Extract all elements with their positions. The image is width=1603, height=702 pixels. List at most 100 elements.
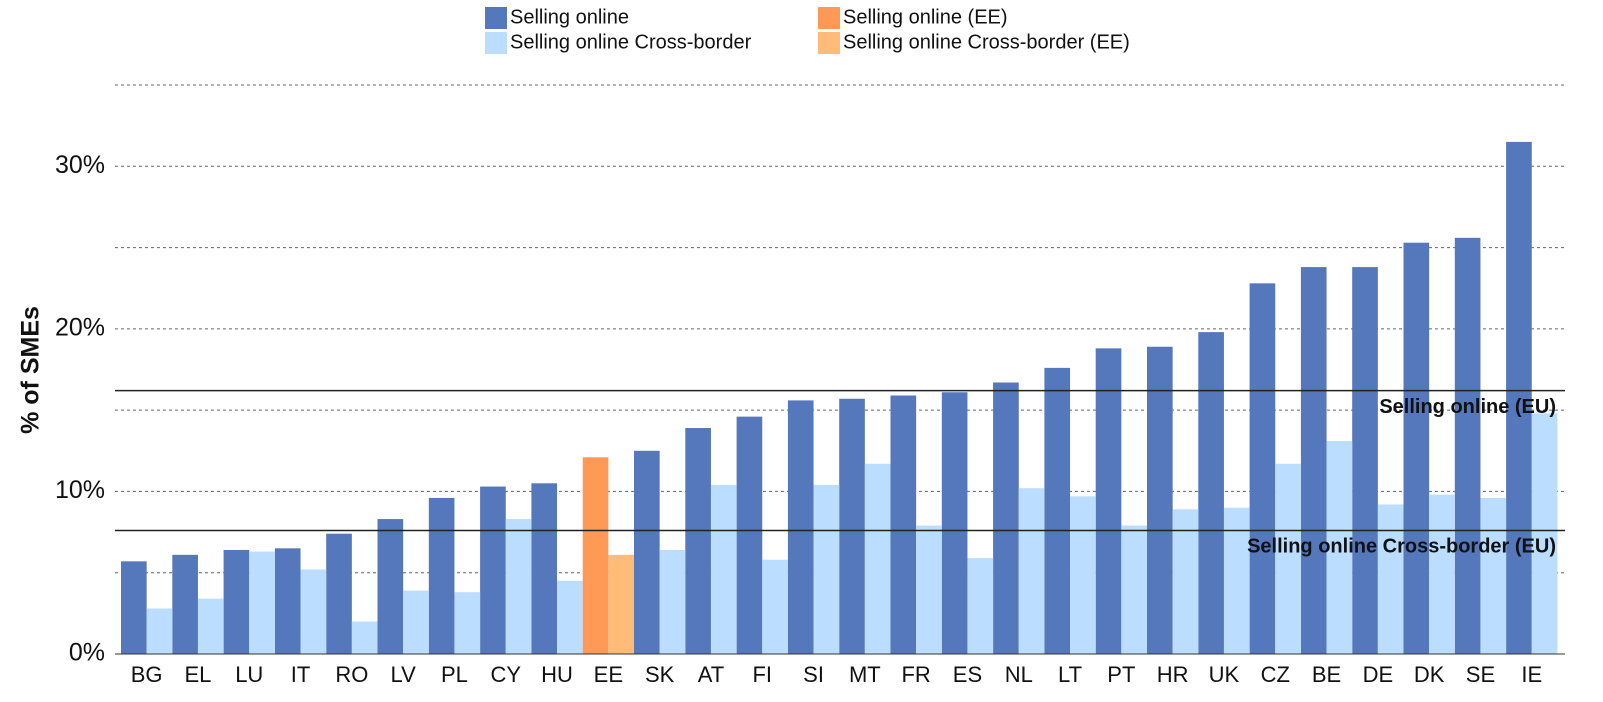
- y-tick-label: 10%: [55, 476, 105, 504]
- bar: [1326, 441, 1353, 654]
- bar: [121, 561, 147, 654]
- x-tick-label: EL: [184, 662, 211, 687]
- legend-label: Selling online (EE): [843, 6, 1008, 28]
- legend-swatch: [485, 7, 507, 29]
- bar: [1172, 509, 1199, 654]
- bar: [531, 483, 558, 654]
- bar: [300, 569, 327, 654]
- bar: [736, 416, 763, 654]
- x-tick-label: CY: [490, 662, 521, 687]
- x-tick-label: CZ: [1261, 662, 1290, 687]
- legend-swatch: [818, 7, 840, 29]
- bar: [403, 590, 429, 654]
- bar: [967, 558, 994, 654]
- bar: [172, 554, 198, 654]
- bar: [1531, 413, 1558, 654]
- legend-label: Selling online: [510, 6, 629, 28]
- bar: [659, 549, 686, 654]
- bar: [685, 428, 711, 654]
- x-tick-label: ES: [953, 662, 982, 687]
- x-tick-label: BG: [131, 662, 163, 687]
- x-tick-label: FR: [901, 662, 930, 687]
- legend-swatch: [818, 32, 840, 54]
- bar: [1121, 525, 1147, 654]
- bar: [197, 598, 224, 654]
- x-tick-label: IE: [1521, 662, 1542, 687]
- bar: [941, 392, 968, 654]
- x-tick-label: SI: [803, 662, 824, 687]
- x-tick-label: RO: [335, 662, 368, 687]
- reference-label: Selling online (EU): [1379, 396, 1556, 418]
- bar: [1480, 497, 1507, 654]
- bar: [993, 382, 1019, 654]
- y-tick-label: 20%: [55, 313, 105, 341]
- x-tick-label: HU: [541, 662, 573, 687]
- x-tick-label: LT: [1058, 662, 1082, 687]
- bar: [1095, 348, 1122, 654]
- legend-swatch: [485, 32, 507, 54]
- bar: [1300, 267, 1327, 654]
- bar: [1070, 496, 1096, 654]
- x-tick-label: BE: [1312, 662, 1341, 687]
- bar: [1352, 267, 1378, 654]
- bar: [1275, 463, 1301, 654]
- x-tick-label: FI: [752, 662, 772, 687]
- bar: [377, 519, 404, 654]
- bar: [557, 580, 583, 654]
- x-tick-label: MT: [849, 662, 881, 687]
- bar: [1403, 242, 1430, 655]
- x-tick-label: PL: [441, 662, 468, 687]
- legend-label: Selling online Cross-border (EE): [843, 31, 1130, 53]
- bar: [813, 484, 840, 654]
- y-tick-label: 30%: [55, 151, 105, 179]
- bar: [326, 533, 352, 654]
- bar: [1377, 504, 1404, 654]
- x-tick-label: SK: [645, 662, 675, 687]
- bar: [146, 608, 173, 654]
- x-tick-label: EE: [594, 662, 623, 687]
- x-tick-label: LU: [235, 662, 263, 687]
- bar: [787, 400, 814, 654]
- x-tick-label: DK: [1414, 662, 1445, 687]
- bar: [1198, 332, 1224, 654]
- x-tick-label: HR: [1157, 662, 1189, 687]
- bar: [582, 457, 609, 654]
- bar: [1147, 346, 1173, 654]
- bar: [1506, 141, 1532, 654]
- x-tick-label: LV: [391, 662, 417, 687]
- x-tick-label: UK: [1209, 662, 1240, 687]
- x-tick-label: PT: [1107, 662, 1135, 687]
- bar: [249, 551, 275, 654]
- bar: [454, 592, 481, 654]
- x-tick-label: NL: [1005, 662, 1033, 687]
- bar: [351, 621, 378, 654]
- x-tick-label: IT: [291, 662, 311, 687]
- bar: [634, 450, 660, 654]
- bar: [762, 559, 788, 654]
- x-tick-label: DE: [1363, 662, 1394, 687]
- bar: [223, 549, 250, 654]
- bar: [839, 398, 865, 654]
- bar: [608, 554, 634, 654]
- reference-label: Selling online Cross-border (EU): [1247, 536, 1556, 558]
- bar: [1429, 494, 1455, 654]
- x-tick-label: SE: [1466, 662, 1495, 687]
- bar: [710, 484, 737, 654]
- bar: [864, 463, 891, 654]
- bar: [1454, 237, 1481, 654]
- y-tick-label: 0%: [69, 639, 105, 667]
- bar: [916, 525, 942, 654]
- bar: [274, 548, 301, 654]
- x-tick-label: AT: [698, 662, 724, 687]
- bar: [890, 395, 917, 654]
- bar: [480, 486, 506, 654]
- bar: [428, 497, 455, 654]
- bar: [1249, 283, 1276, 654]
- bar: [1018, 488, 1045, 654]
- bar: [505, 519, 532, 654]
- legend-label: Selling online Cross-border: [510, 31, 752, 53]
- bar: [1044, 367, 1071, 654]
- y-axis-title: % of SMEs: [17, 306, 45, 434]
- bar: [1223, 507, 1250, 654]
